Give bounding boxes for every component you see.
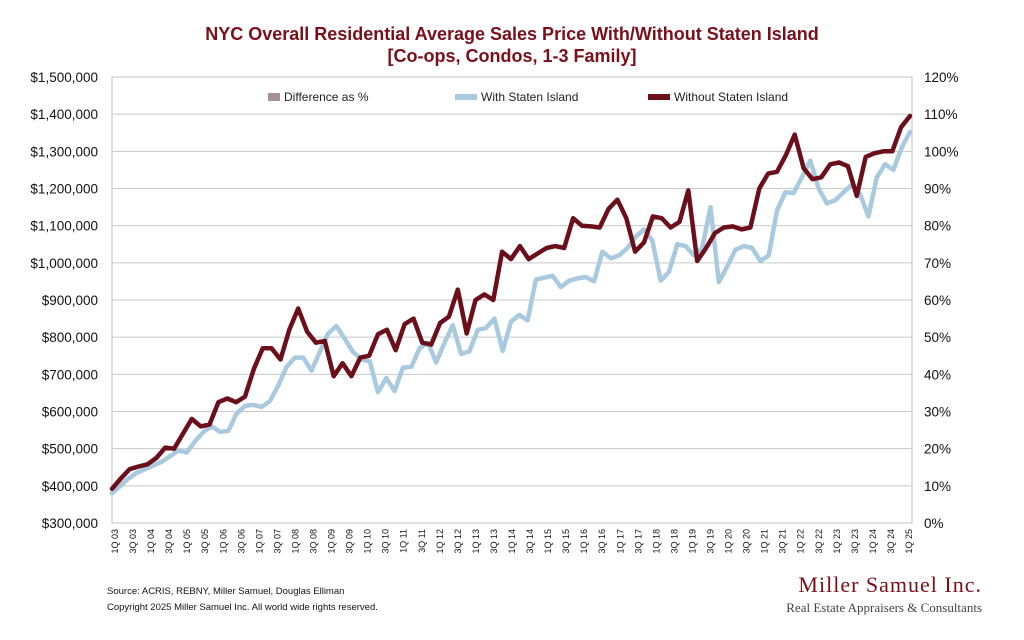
chart-subtitle: [Co-ops, Condos, 1-3 Family] (387, 46, 637, 66)
series-line-without-staten-island (109, 113, 913, 492)
x-axis-tick-label: 1Q 12 (435, 529, 445, 554)
left-axis-tick-label: $600,000 (42, 405, 98, 420)
legend-swatch-difference (268, 93, 280, 101)
x-axis-tick-label: 1Q 23 (832, 529, 842, 554)
company-logo: Miller Samuel Inc. Real Estate Appraiser… (786, 572, 982, 616)
left-axis-tick-label: $700,000 (42, 367, 98, 382)
x-axis-tick-label: 1Q 17 (615, 529, 625, 554)
x-axis-tick-label: 3Q 05 (200, 529, 210, 554)
legend-swatch-without-si (648, 94, 670, 100)
chart-title: NYC Overall Residential Average Sales Pr… (205, 24, 819, 44)
x-axis-tick-label: 3Q 10 (381, 529, 391, 554)
x-axis-tick-label: 1Q 03 (110, 529, 120, 554)
x-axis-tick-label: 1Q 25 (904, 529, 914, 554)
left-axis-tick-label: $500,000 (42, 442, 98, 457)
x-axis-tick-label: 1Q 16 (579, 529, 589, 554)
right-axis-tick-label: 40% (924, 367, 951, 382)
x-axis-tick-label: 3Q 22 (814, 529, 824, 554)
source-note: Source: ACRIS, REBNY, Miller Samuel, Dou… (107, 586, 345, 597)
left-axis-tick-label: $1,300,000 (30, 144, 98, 159)
x-axis-tick-label: 1Q 09 (327, 529, 337, 554)
legend-label-difference: Difference as % (284, 90, 369, 104)
x-axis-tick-label: 1Q 22 (796, 529, 806, 554)
x-axis-tick-label: 1Q 08 (290, 529, 300, 554)
x-axis-tick-label: 3Q 09 (345, 529, 355, 554)
x-axis-tick-label: 3Q 04 (164, 529, 174, 554)
right-axis-tick-label: 10% (924, 479, 951, 494)
right-axis-tick-label: 110% (924, 107, 958, 122)
legend-item-with-si: With Staten Island (455, 90, 578, 104)
x-axis-tick-label: 3Q 17 (633, 529, 643, 554)
x-axis-tick-label: 1Q 19 (687, 529, 697, 554)
legend-item-without-si: Without Staten Island (648, 90, 788, 104)
x-axis-tick-label: 1Q 14 (507, 529, 517, 554)
x-axis-tick-label: 1Q 20 (724, 529, 734, 554)
right-axis-tick-label: 30% (924, 405, 951, 420)
left-axis-tick-label: $900,000 (42, 293, 98, 308)
x-axis-tick-label: 1Q 15 (543, 529, 553, 554)
legend-item-difference: Difference as % (268, 90, 369, 104)
x-axis-tick-label: 3Q 23 (850, 529, 860, 554)
left-axis-tick-label: $400,000 (42, 479, 98, 494)
right-axis-tick-label: 60% (924, 293, 951, 308)
x-axis-tick-label: 1Q 05 (182, 529, 192, 554)
logo-name: Miller Samuel Inc. (798, 572, 982, 597)
x-axis-tick-label: 3Q 03 (128, 529, 138, 554)
legend-label-without-si: Without Staten Island (674, 90, 789, 104)
right-axis-tick-label: 70% (924, 256, 951, 271)
series-line-with-staten-island (109, 129, 913, 496)
right-axis-tick-label: 0% (924, 516, 944, 531)
x-axis-tick-label: 1Q 21 (760, 529, 770, 554)
right-axis-tick-label: 100% (924, 144, 959, 159)
x-axis-tick-label: 3Q 21 (778, 529, 788, 554)
x-axis-tick-label: 1Q 13 (471, 529, 481, 554)
left-axis-tick-label: $300,000 (42, 516, 98, 531)
x-axis-tick-label: 1Q 11 (399, 529, 409, 553)
right-axis-tick-label: 50% (924, 330, 951, 345)
left-axis-tick-label: $1,100,000 (30, 219, 98, 234)
x-axis-tick-label: 3Q 14 (525, 529, 535, 554)
x-axis-tick-label: 3Q 15 (561, 529, 571, 554)
left-axis-tick-label: $1,400,000 (30, 107, 98, 122)
logo-tagline: Real Estate Appraisers & Consultants (786, 600, 982, 615)
x-axis-tick-label: 3Q 12 (453, 529, 463, 554)
x-axis-tick-label: 3Q 07 (272, 529, 282, 554)
right-axis-tick-label: 20% (924, 442, 951, 457)
x-axis-tick-label: 1Q 18 (651, 529, 661, 554)
x-axis-tick-label: 3Q 24 (886, 529, 896, 554)
right-axis-tick-label: 120% (924, 70, 959, 85)
left-axis-tick-label: $1,500,000 (30, 70, 98, 85)
x-axis-tick-label: 3Q 18 (669, 529, 679, 554)
copyright-note: Copyright 2025 Miller Samuel Inc. All wo… (107, 602, 378, 613)
x-axis-tick-label: 1Q 10 (363, 529, 373, 554)
left-axis-tick-label: $800,000 (42, 330, 98, 345)
x-axis-tick-label: 3Q 08 (309, 529, 319, 554)
left-axis-tick-label: $1,000,000 (30, 256, 98, 271)
x-axis-tick-label: 3Q 13 (489, 529, 499, 554)
left-axis-tick-label: $1,200,000 (30, 182, 98, 197)
right-axis-tick-label: 80% (924, 219, 951, 234)
legend-label-with-si: With Staten Island (481, 90, 579, 104)
x-axis-tick-label: 3Q 16 (597, 529, 607, 554)
x-axis-tick-label: 1Q 04 (146, 529, 156, 554)
legend-swatch-with-si (455, 94, 477, 100)
x-axis-tick-label: 1Q 07 (254, 529, 264, 554)
x-axis-tick-label: 1Q 24 (868, 529, 878, 554)
x-axis-tick-label: 3Q 06 (236, 529, 246, 554)
x-axis-tick-label: 1Q 06 (218, 529, 228, 554)
x-axis-tick-label: 3Q 11 (417, 529, 427, 553)
right-axis-tick-label: 90% (924, 182, 951, 197)
x-axis-tick-label: 3Q 19 (706, 529, 716, 554)
x-axis-tick-label: 3Q 20 (742, 529, 752, 554)
